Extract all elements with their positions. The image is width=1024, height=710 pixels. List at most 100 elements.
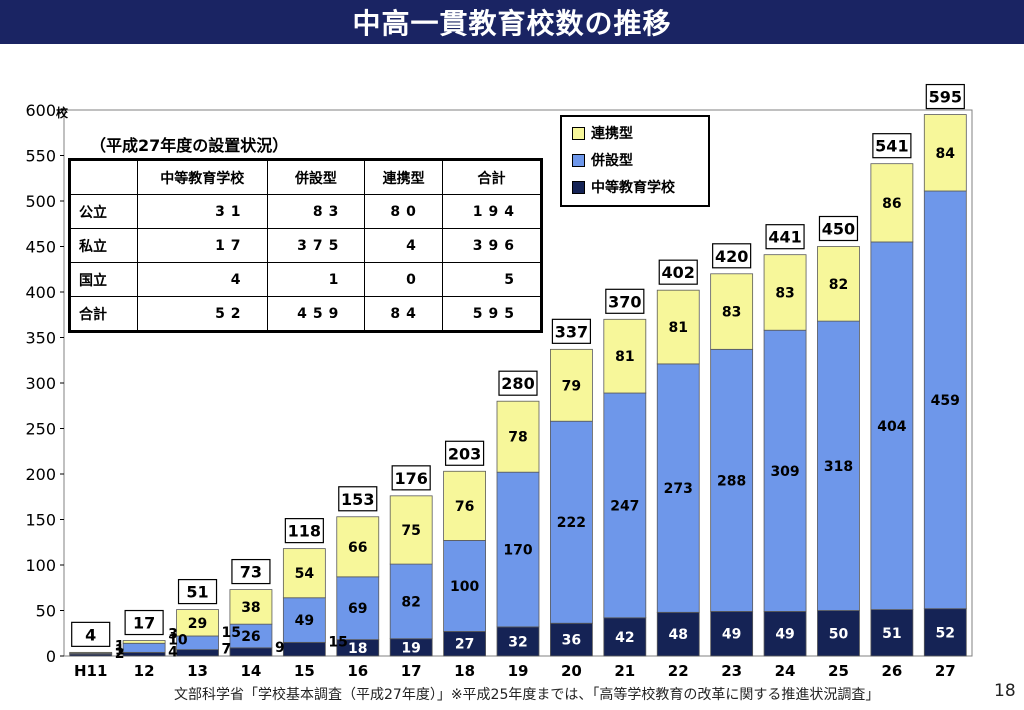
segment-label: 26 xyxy=(241,629,260,645)
bar-segment xyxy=(122,642,166,653)
segment-label: 82 xyxy=(829,277,848,293)
segment-label: 10 xyxy=(168,632,188,648)
total-label: 176 xyxy=(394,469,427,488)
page-number: 18 xyxy=(994,681,1016,701)
bar-segment xyxy=(550,420,593,624)
segment-label: 81 xyxy=(615,349,634,365)
bar-segment xyxy=(923,114,967,192)
bar-segment xyxy=(656,611,700,657)
bar-segment xyxy=(176,649,219,657)
table-header-cell: 合計 xyxy=(441,159,543,195)
total-label: 370 xyxy=(608,292,641,311)
x-tick-label: 20 xyxy=(561,662,582,680)
total-box xyxy=(71,621,111,647)
table-cell: 396 xyxy=(441,228,543,263)
total-label: 450 xyxy=(822,220,855,239)
bar-segment xyxy=(763,611,807,657)
legend-swatch-chuto xyxy=(572,180,585,194)
segment-label: 78 xyxy=(508,430,527,446)
total-label: 203 xyxy=(448,444,481,463)
bar-segment xyxy=(122,651,166,657)
source-note: 文部科学省「学校基本調査（平成27年度）」※平成25年度までは、「高等学校教育の… xyxy=(174,687,880,703)
table-cell: 595 xyxy=(441,296,543,332)
table-cell: 1 xyxy=(266,262,366,297)
total-label: 73 xyxy=(240,563,262,582)
x-tick-label: 23 xyxy=(721,662,742,680)
table-cell: 52 xyxy=(137,296,268,332)
segment-label: 459 xyxy=(931,393,960,409)
segment-label: 82 xyxy=(401,594,420,610)
page-title: 中高一貫教育校数の推移 xyxy=(0,0,1024,44)
table-cell: 4 xyxy=(137,262,268,297)
segment-label: 83 xyxy=(775,285,794,301)
y-tick-label: 250 xyxy=(25,420,56,439)
total-label: 51 xyxy=(186,583,208,602)
total-label: 17 xyxy=(133,614,155,633)
segment-label: 75 xyxy=(401,523,420,539)
segment-label: 79 xyxy=(562,378,581,394)
bar-segment xyxy=(496,400,540,473)
chart-legend: 連携型 併設型 中等教育学校 xyxy=(560,115,710,207)
x-tick-label: 17 xyxy=(401,662,422,680)
summary-table: 中等教育学校 併設型 連携型 合計 公立 31 83 80 194 私立 17 … xyxy=(68,158,543,333)
total-box xyxy=(498,370,538,396)
bar-segment xyxy=(603,617,647,657)
bar-segment xyxy=(656,289,700,365)
x-tick-label: 19 xyxy=(508,662,529,680)
legend-label: 中等教育学校 xyxy=(591,180,675,196)
y-tick-label: 0 xyxy=(46,647,56,666)
y-tick-label: 500 xyxy=(25,192,56,211)
segment-label: 29 xyxy=(188,616,207,632)
bar-segment xyxy=(282,597,326,643)
total-label: 420 xyxy=(715,247,748,266)
segment-label: 69 xyxy=(348,601,367,617)
bar-segment xyxy=(817,320,860,611)
y-tick-label: 100 xyxy=(25,556,56,575)
y-tick-label: 200 xyxy=(25,465,56,484)
bar-segment xyxy=(336,576,380,641)
x-tick-label: 18 xyxy=(454,662,475,680)
table-row: 私立 17 375 4 396 xyxy=(69,228,543,263)
segment-label: 76 xyxy=(455,499,474,515)
table-cell: 5 xyxy=(441,262,543,297)
segment-label: 49 xyxy=(722,627,741,643)
legend-label: 連携型 xyxy=(591,126,633,142)
segment-label: 100 xyxy=(450,579,479,595)
total-label: 541 xyxy=(875,137,908,156)
bar-segment xyxy=(710,273,754,350)
segment-label: 49 xyxy=(295,613,314,629)
segment-label: 27 xyxy=(455,637,474,653)
bar-segment xyxy=(870,609,914,657)
bar-segment xyxy=(496,471,540,628)
bar-segment xyxy=(656,363,700,613)
total-box xyxy=(391,465,431,491)
y-tick-label: 350 xyxy=(25,329,56,348)
total-label: 4 xyxy=(85,625,96,644)
bar-segment xyxy=(710,348,754,612)
segment-label: 3 xyxy=(168,627,178,643)
total-box xyxy=(177,578,218,605)
x-tick-label: 12 xyxy=(134,662,155,680)
y-tick-label: 300 xyxy=(25,374,56,393)
bar-segment xyxy=(176,609,219,637)
total-box xyxy=(712,243,752,269)
segment-label: 42 xyxy=(615,630,634,646)
segment-label: 49 xyxy=(775,627,794,643)
segment-label: 7 xyxy=(222,642,232,658)
bar-segment xyxy=(282,641,326,657)
y-tick-label: 50 xyxy=(36,602,56,621)
legend-item-renkei: 連携型 xyxy=(572,123,633,143)
y-axis-unit: 校 xyxy=(56,105,69,120)
segment-label: 1 xyxy=(115,642,125,658)
table-caption: （平成27年度の設置状況） xyxy=(90,136,289,155)
y-tick-label: 550 xyxy=(25,147,56,166)
segment-label: 50 xyxy=(829,626,849,642)
x-tick-label: 16 xyxy=(347,662,368,680)
y-tick-label: 600 xyxy=(25,101,56,120)
y-tick-label: 400 xyxy=(25,283,56,302)
table-header-row: 中等教育学校 併設型 連携型 合計 xyxy=(69,159,543,195)
bar-segment xyxy=(69,651,113,654)
total-box xyxy=(925,83,965,110)
total-box xyxy=(338,486,378,512)
segment-label: 83 xyxy=(722,305,741,321)
